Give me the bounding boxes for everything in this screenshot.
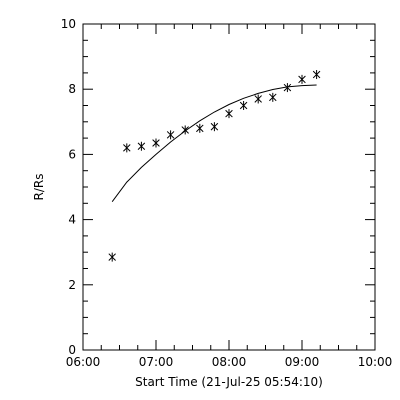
data-point-asterisk xyxy=(166,130,175,140)
plot-frame xyxy=(82,23,376,351)
fit-curve xyxy=(111,84,317,202)
data-point-asterisk xyxy=(210,122,219,132)
fit-curve-group xyxy=(111,84,317,202)
y-tick-label: 8 xyxy=(68,82,76,96)
data-point-asterisk xyxy=(283,83,292,93)
data-point-asterisk xyxy=(152,138,160,148)
data-points xyxy=(108,70,321,262)
x-tick-label: 07:00 xyxy=(139,355,174,369)
data-point-asterisk xyxy=(225,109,233,119)
data-point-asterisk xyxy=(298,74,306,84)
data-point-asterisk xyxy=(254,94,262,104)
y-axis-label: R/Rs xyxy=(32,174,46,201)
y-tick-label: 6 xyxy=(68,147,76,161)
axis-ticks xyxy=(82,23,376,351)
data-point-asterisk xyxy=(137,141,146,151)
data-point-asterisk xyxy=(312,70,321,80)
x-tick-label: 06:00 xyxy=(66,355,101,369)
y-tick-label: 0 xyxy=(68,343,76,357)
y-tick-label: 2 xyxy=(68,278,76,292)
data-point-asterisk xyxy=(196,123,204,133)
y-tick-label: 10 xyxy=(61,17,76,31)
plot-border xyxy=(82,23,376,351)
x-tick-label: 10:00 xyxy=(358,355,393,369)
data-point-asterisk xyxy=(108,252,116,262)
data-point-asterisk xyxy=(239,101,248,110)
data-point-asterisk xyxy=(123,143,131,153)
data-point-asterisk xyxy=(181,125,189,135)
x-tick-label: 09:00 xyxy=(285,355,320,369)
x-tick-label: 08:00 xyxy=(212,355,247,369)
y-tick-label: 4 xyxy=(68,213,76,227)
y-tick-labels: 0 2 4 6 8 10 xyxy=(61,17,76,357)
data-point-asterisk xyxy=(269,92,277,102)
x-tick-labels: 06:00 07:00 08:00 09:00 10:00 xyxy=(66,355,393,369)
x-axis-label: Start Time (21-Jul-25 05:54:10) xyxy=(135,375,323,389)
